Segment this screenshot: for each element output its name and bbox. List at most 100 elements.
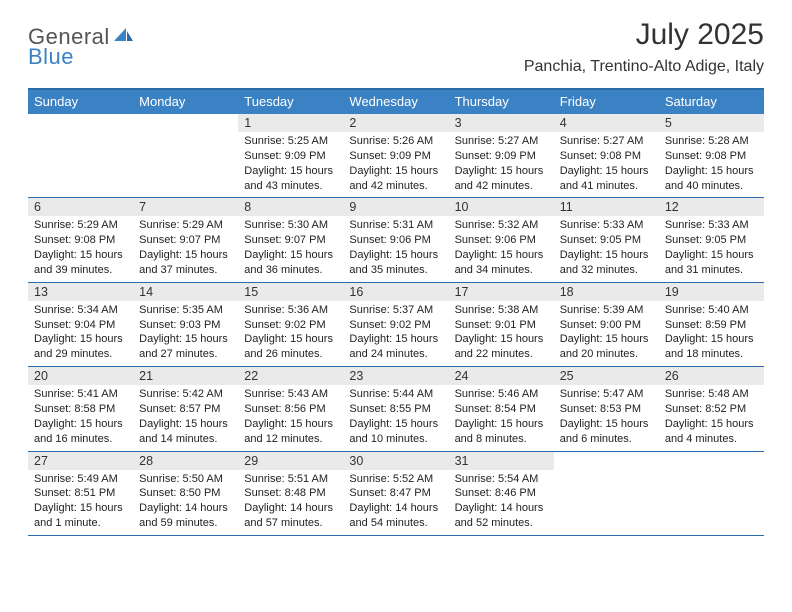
day-body: Sunrise: 5:33 AMSunset: 9:05 PMDaylight:… bbox=[659, 216, 764, 281]
day-body: Sunrise: 5:36 AMSunset: 9:02 PMDaylight:… bbox=[238, 301, 343, 366]
sunset-text: Sunset: 9:08 PM bbox=[665, 149, 758, 164]
sunrise-text: Sunrise: 5:35 AM bbox=[139, 303, 232, 318]
sunrise-text: Sunrise: 5:54 AM bbox=[455, 472, 548, 487]
day-body: Sunrise: 5:51 AMSunset: 8:48 PMDaylight:… bbox=[238, 470, 343, 535]
day-number: 8 bbox=[238, 198, 343, 216]
day-number: 4 bbox=[554, 114, 659, 132]
day-number: 19 bbox=[659, 283, 764, 301]
day-cell: 19Sunrise: 5:40 AMSunset: 8:59 PMDayligh… bbox=[659, 283, 764, 366]
day-body: Sunrise: 5:41 AMSunset: 8:58 PMDaylight:… bbox=[28, 385, 133, 450]
sunrise-text: Sunrise: 5:52 AM bbox=[349, 472, 442, 487]
day-body: Sunrise: 5:27 AMSunset: 9:09 PMDaylight:… bbox=[449, 132, 554, 197]
page-header: General July 2025 Panchia, Trentino-Alto… bbox=[0, 0, 792, 80]
daylight-text: Daylight: 15 hours and 27 minutes. bbox=[139, 332, 232, 362]
daylight-text: Daylight: 15 hours and 14 minutes. bbox=[139, 417, 232, 447]
sunset-text: Sunset: 9:08 PM bbox=[560, 149, 653, 164]
daylight-text: Daylight: 15 hours and 1 minute. bbox=[34, 501, 127, 531]
calendar: Sunday Monday Tuesday Wednesday Thursday… bbox=[28, 88, 764, 536]
day-number: 26 bbox=[659, 367, 764, 385]
sunset-text: Sunset: 8:47 PM bbox=[349, 486, 442, 501]
sunset-text: Sunset: 8:51 PM bbox=[34, 486, 127, 501]
sunrise-text: Sunrise: 5:50 AM bbox=[139, 472, 232, 487]
sunrise-text: Sunrise: 5:25 AM bbox=[244, 134, 337, 149]
day-body: Sunrise: 5:54 AMSunset: 8:46 PMDaylight:… bbox=[449, 470, 554, 535]
day-body: Sunrise: 5:49 AMSunset: 8:51 PMDaylight:… bbox=[28, 470, 133, 535]
day-number: 25 bbox=[554, 367, 659, 385]
day-cell: 7Sunrise: 5:29 AMSunset: 9:07 PMDaylight… bbox=[133, 198, 238, 281]
day-body: Sunrise: 5:38 AMSunset: 9:01 PMDaylight:… bbox=[449, 301, 554, 366]
daylight-text: Daylight: 15 hours and 4 minutes. bbox=[665, 417, 758, 447]
day-cell bbox=[659, 452, 764, 535]
day-number: 12 bbox=[659, 198, 764, 216]
sunrise-text: Sunrise: 5:29 AM bbox=[139, 218, 232, 233]
sunset-text: Sunset: 9:04 PM bbox=[34, 318, 127, 333]
day-cell: 3Sunrise: 5:27 AMSunset: 9:09 PMDaylight… bbox=[449, 114, 554, 197]
sunrise-text: Sunrise: 5:38 AM bbox=[455, 303, 548, 318]
day-number: 29 bbox=[238, 452, 343, 470]
sunset-text: Sunset: 8:52 PM bbox=[665, 402, 758, 417]
sunset-text: Sunset: 9:00 PM bbox=[560, 318, 653, 333]
day-cell: 10Sunrise: 5:32 AMSunset: 9:06 PMDayligh… bbox=[449, 198, 554, 281]
sunset-text: Sunset: 9:05 PM bbox=[665, 233, 758, 248]
day-number: 24 bbox=[449, 367, 554, 385]
sunrise-text: Sunrise: 5:31 AM bbox=[349, 218, 442, 233]
day-body: Sunrise: 5:50 AMSunset: 8:50 PMDaylight:… bbox=[133, 470, 238, 535]
day-body: Sunrise: 5:39 AMSunset: 9:00 PMDaylight:… bbox=[554, 301, 659, 366]
day-body: Sunrise: 5:32 AMSunset: 9:06 PMDaylight:… bbox=[449, 216, 554, 281]
sunset-text: Sunset: 8:57 PM bbox=[139, 402, 232, 417]
daylight-text: Daylight: 15 hours and 40 minutes. bbox=[665, 164, 758, 194]
daylight-text: Daylight: 15 hours and 42 minutes. bbox=[349, 164, 442, 194]
day-number: 27 bbox=[28, 452, 133, 470]
day-cell: 24Sunrise: 5:46 AMSunset: 8:54 PMDayligh… bbox=[449, 367, 554, 450]
brand-sail-icon bbox=[112, 26, 134, 49]
sunset-text: Sunset: 9:06 PM bbox=[349, 233, 442, 248]
sunset-text: Sunset: 9:08 PM bbox=[34, 233, 127, 248]
day-cell: 31Sunrise: 5:54 AMSunset: 8:46 PMDayligh… bbox=[449, 452, 554, 535]
day-number: 14 bbox=[133, 283, 238, 301]
day-cell: 2Sunrise: 5:26 AMSunset: 9:09 PMDaylight… bbox=[343, 114, 448, 197]
daylight-text: Daylight: 15 hours and 32 minutes. bbox=[560, 248, 653, 278]
daylight-text: Daylight: 15 hours and 6 minutes. bbox=[560, 417, 653, 447]
day-body: Sunrise: 5:44 AMSunset: 8:55 PMDaylight:… bbox=[343, 385, 448, 450]
day-body: Sunrise: 5:43 AMSunset: 8:56 PMDaylight:… bbox=[238, 385, 343, 450]
daylight-text: Daylight: 15 hours and 18 minutes. bbox=[665, 332, 758, 362]
sunset-text: Sunset: 8:55 PM bbox=[349, 402, 442, 417]
day-body: Sunrise: 5:25 AMSunset: 9:09 PMDaylight:… bbox=[238, 132, 343, 197]
day-body: Sunrise: 5:31 AMSunset: 9:06 PMDaylight:… bbox=[343, 216, 448, 281]
day-body: Sunrise: 5:29 AMSunset: 9:07 PMDaylight:… bbox=[133, 216, 238, 281]
day-cell: 5Sunrise: 5:28 AMSunset: 9:08 PMDaylight… bbox=[659, 114, 764, 197]
week-row: 1Sunrise: 5:25 AMSunset: 9:09 PMDaylight… bbox=[28, 114, 764, 198]
sunset-text: Sunset: 8:56 PM bbox=[244, 402, 337, 417]
week-row: 20Sunrise: 5:41 AMSunset: 8:58 PMDayligh… bbox=[28, 367, 764, 451]
day-cell bbox=[28, 114, 133, 197]
title-block: July 2025 Panchia, Trentino-Alto Adige, … bbox=[524, 18, 764, 76]
day-number: 31 bbox=[449, 452, 554, 470]
day-cell: 4Sunrise: 5:27 AMSunset: 9:08 PMDaylight… bbox=[554, 114, 659, 197]
sunrise-text: Sunrise: 5:36 AM bbox=[244, 303, 337, 318]
day-body: Sunrise: 5:29 AMSunset: 9:08 PMDaylight:… bbox=[28, 216, 133, 281]
sunset-text: Sunset: 9:02 PM bbox=[244, 318, 337, 333]
sunrise-text: Sunrise: 5:43 AM bbox=[244, 387, 337, 402]
day-cell: 25Sunrise: 5:47 AMSunset: 8:53 PMDayligh… bbox=[554, 367, 659, 450]
day-cell: 14Sunrise: 5:35 AMSunset: 9:03 PMDayligh… bbox=[133, 283, 238, 366]
daylight-text: Daylight: 15 hours and 42 minutes. bbox=[455, 164, 548, 194]
day-body: Sunrise: 5:37 AMSunset: 9:02 PMDaylight:… bbox=[343, 301, 448, 366]
daylight-text: Daylight: 15 hours and 37 minutes. bbox=[139, 248, 232, 278]
day-header: Thursday bbox=[449, 90, 554, 114]
day-header: Sunday bbox=[28, 90, 133, 114]
weeks-container: 1Sunrise: 5:25 AMSunset: 9:09 PMDaylight… bbox=[28, 114, 764, 536]
daylight-text: Daylight: 15 hours and 20 minutes. bbox=[560, 332, 653, 362]
daylight-text: Daylight: 15 hours and 43 minutes. bbox=[244, 164, 337, 194]
day-number: 16 bbox=[343, 283, 448, 301]
daylight-text: Daylight: 15 hours and 41 minutes. bbox=[560, 164, 653, 194]
sunrise-text: Sunrise: 5:32 AM bbox=[455, 218, 548, 233]
day-cell: 12Sunrise: 5:33 AMSunset: 9:05 PMDayligh… bbox=[659, 198, 764, 281]
brand-text-blue: Blue bbox=[28, 44, 74, 69]
day-number: 7 bbox=[133, 198, 238, 216]
day-cell: 26Sunrise: 5:48 AMSunset: 8:52 PMDayligh… bbox=[659, 367, 764, 450]
day-number: 22 bbox=[238, 367, 343, 385]
day-cell: 21Sunrise: 5:42 AMSunset: 8:57 PMDayligh… bbox=[133, 367, 238, 450]
week-row: 13Sunrise: 5:34 AMSunset: 9:04 PMDayligh… bbox=[28, 283, 764, 367]
day-body: Sunrise: 5:42 AMSunset: 8:57 PMDaylight:… bbox=[133, 385, 238, 450]
day-body: Sunrise: 5:33 AMSunset: 9:05 PMDaylight:… bbox=[554, 216, 659, 281]
